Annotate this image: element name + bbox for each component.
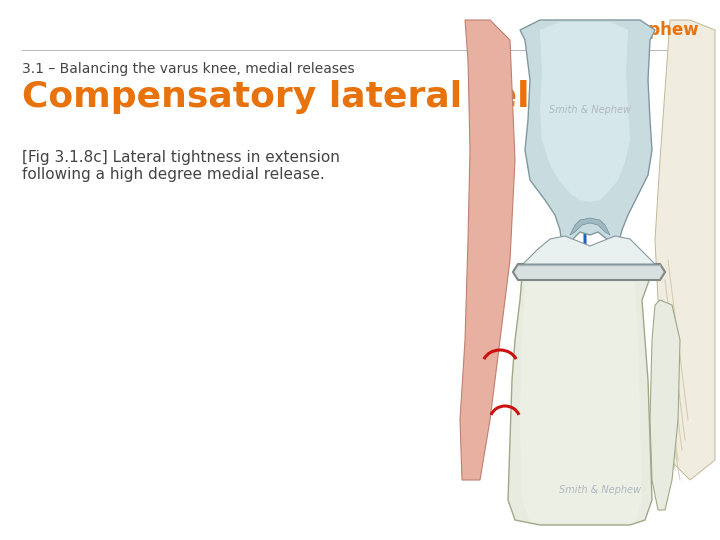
Polygon shape (508, 264, 665, 525)
Text: Compensatory lateral releases: Compensatory lateral releases (22, 80, 646, 114)
Polygon shape (523, 236, 655, 264)
Polygon shape (540, 22, 630, 202)
Text: following a high degree medial release.: following a high degree medial release. (22, 167, 325, 182)
Text: Smith & Nephew: Smith & Nephew (559, 485, 641, 495)
Text: Smith & Nephew: Smith & Nephew (549, 105, 631, 115)
Polygon shape (460, 20, 515, 480)
Text: [Fig 3.1.8c] Lateral tightness in extension: [Fig 3.1.8c] Lateral tightness in extens… (22, 150, 340, 165)
Polygon shape (570, 218, 610, 235)
Polygon shape (513, 264, 665, 280)
Text: 3.1 – Balancing the varus knee, medial releases: 3.1 – Balancing the varus knee, medial r… (22, 62, 355, 76)
Polygon shape (655, 20, 715, 480)
Polygon shape (650, 300, 680, 510)
Text: ✱: ✱ (537, 20, 554, 40)
Polygon shape (520, 20, 655, 245)
Polygon shape (520, 282, 642, 522)
Text: smith&nephew: smith&nephew (558, 21, 698, 39)
